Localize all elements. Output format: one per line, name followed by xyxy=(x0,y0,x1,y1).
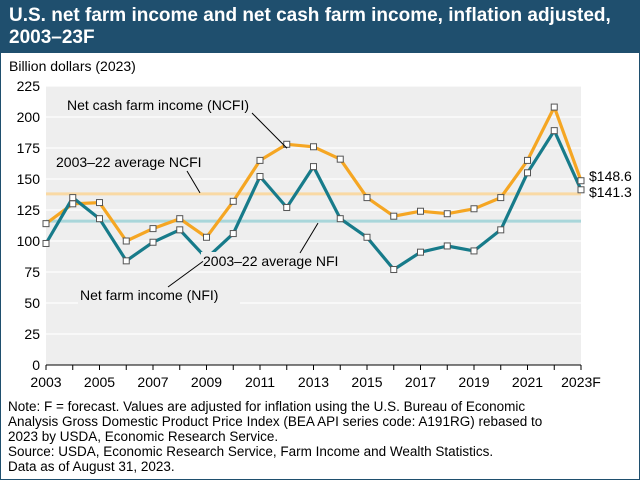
nfi-average-leader-line xyxy=(299,222,319,254)
note-line-3: 2023 by USDA, Economic Research Service. xyxy=(8,429,279,444)
y-tick-label: 225 xyxy=(17,78,41,94)
x-tick-label: 2017 xyxy=(405,374,436,390)
data-date-line: Data as of August 31, 2023. xyxy=(8,459,175,474)
ncfi-data-point xyxy=(283,140,291,148)
nfi-series-label-bg xyxy=(78,286,240,304)
x-tick-label: 2011 xyxy=(245,374,275,390)
nfi-data-point xyxy=(497,226,505,234)
ncfi-data-point xyxy=(443,210,451,218)
title-bar: U.S. net farm income and net cash farm i… xyxy=(1,1,639,53)
ncfi-data-point xyxy=(69,200,77,208)
nfi-data-point xyxy=(390,266,398,274)
nfi-average-label: 2003–22 average NFI xyxy=(203,253,338,269)
ncfi-data-point xyxy=(550,103,558,111)
nfi-data-point xyxy=(122,257,130,265)
ncfi-data-point xyxy=(310,143,317,151)
ncfi-data-point xyxy=(149,225,157,233)
nfi-data-point xyxy=(256,173,264,181)
nfi-data-point xyxy=(417,248,424,256)
footnotes: Note: F = forecast. Values are adjusted … xyxy=(8,399,633,474)
ncfi-data-point xyxy=(524,156,531,164)
y-tick-label: 0 xyxy=(32,357,40,373)
nfi-series-label: Net farm income (NFI) xyxy=(80,287,218,303)
x-tick-label: 2005 xyxy=(84,374,115,390)
ncfi-data-point xyxy=(122,237,130,245)
nfi-leader-line xyxy=(167,260,204,288)
x-tick-label: 2013 xyxy=(298,374,329,390)
y-tick-label: 50 xyxy=(24,295,40,311)
nfi-data-point xyxy=(470,247,478,255)
y-tick-label: 200 xyxy=(17,109,41,125)
ncfi-data-point xyxy=(363,194,371,202)
ncfi-end-value-label: $148.6 xyxy=(589,168,632,184)
ncfi-data-point xyxy=(256,156,264,164)
chart-title: U.S. net farm income and net cash farm i… xyxy=(9,5,611,48)
x-tick-label: 2003 xyxy=(30,374,61,390)
y-axis-label: Billion dollars (2023) xyxy=(9,58,136,74)
nfi-end-value-label: $141.3 xyxy=(589,184,632,200)
ncfi-leader-line xyxy=(251,112,288,149)
plot-area xyxy=(46,86,581,365)
nfi-data-point xyxy=(42,239,50,247)
nfi-data-point xyxy=(443,242,451,250)
nfi-data-point xyxy=(336,215,344,223)
ncfi-data-point xyxy=(203,233,210,241)
nfi-data-point xyxy=(550,127,558,135)
y-tick-label: 175 xyxy=(17,140,41,156)
y-tick-label: 25 xyxy=(24,326,40,342)
nfi-data-point xyxy=(69,194,77,202)
note-line-2: Analysis Gross Domestic Product Price In… xyxy=(8,414,543,429)
ncfi-data-point xyxy=(417,207,424,215)
line-chart: 0 25 50 75 100 125 150 175 200 225 2003 2005 2007 200… xyxy=(17,78,632,390)
nfi-data-point xyxy=(363,233,371,241)
ncfi-data-point xyxy=(336,155,344,163)
ncfi-data-point xyxy=(96,199,103,207)
ncfi-series-label: Net cash farm income (NCFI) xyxy=(67,97,249,113)
ncfi-data-point xyxy=(42,220,50,228)
ncfi-average-label-bg xyxy=(54,153,220,171)
y-tick-label: 100 xyxy=(17,233,41,249)
x-tick-label: 2021 xyxy=(512,374,543,390)
ncfi-data-point xyxy=(577,177,585,185)
nfi-average-label-bg xyxy=(201,252,365,270)
nfi-data-point xyxy=(96,215,103,223)
nfi-data-point xyxy=(229,230,237,238)
ncfi-data-point xyxy=(176,215,184,223)
x-tick-label: 2007 xyxy=(137,374,168,390)
ncfi-average-label: 2003–22 average NCFI xyxy=(56,154,202,170)
ncfi-average-leader-line xyxy=(186,170,201,194)
source-line: Source: USDA, Economic Research Service,… xyxy=(8,444,494,459)
y-tick-label: 75 xyxy=(24,264,40,280)
x-tick-label: 2015 xyxy=(351,374,382,390)
x-tick-label: 2019 xyxy=(458,374,489,390)
nfi-data-point xyxy=(577,186,585,194)
x-tick-label: 2009 xyxy=(191,374,222,390)
nfi-data-point xyxy=(524,169,531,177)
x-tick-label: 2023F xyxy=(561,374,601,390)
nfi-data-point xyxy=(176,226,184,234)
note-line-1: Note: F = forecast. Values are adjusted … xyxy=(8,399,526,414)
nfi-data-point xyxy=(149,238,157,246)
y-tick-label: 150 xyxy=(17,171,41,187)
nfi-data-point xyxy=(283,204,291,212)
y-tick-label: 125 xyxy=(17,202,41,218)
nfi-data-point xyxy=(310,163,317,171)
ncfi-data-point xyxy=(497,194,505,202)
ncfi-data-point xyxy=(390,212,398,220)
ncfi-data-point xyxy=(229,197,237,205)
ncfi-data-point xyxy=(470,205,478,213)
